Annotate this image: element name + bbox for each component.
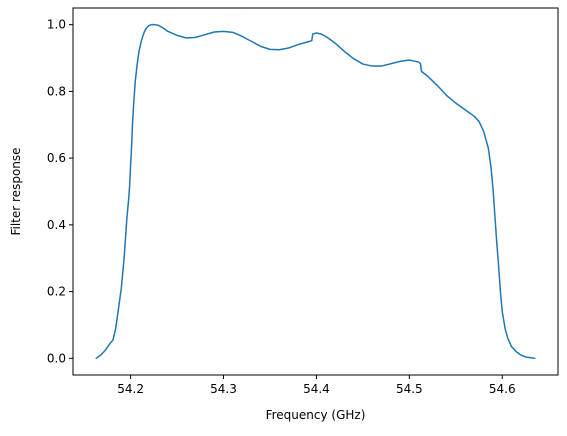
y-tick-label: 0.8: [47, 84, 66, 98]
y-tick-label: 0.2: [47, 285, 66, 299]
x-axis-ticks: 54.2 54.3 54.4 54.5 54.6: [117, 375, 516, 396]
y-tick-label: 0.4: [47, 218, 66, 232]
x-tick-label: 54.5: [396, 382, 423, 396]
axes-frame: [72, 7, 559, 376]
x-tick-label: 54.3: [210, 382, 237, 396]
plot-area: [95, 23, 536, 360]
y-tick-label: 1.0: [47, 18, 66, 32]
x-tick-label: 54.6: [489, 382, 516, 396]
y-axis-label: Filter response: [9, 147, 23, 235]
y-tick-label: 0.6: [47, 151, 66, 165]
series-line-0: [95, 23, 536, 360]
x-tick-label: 54.4: [303, 382, 330, 396]
y-tick-label: 0.0: [47, 351, 66, 365]
x-tick-label: 54.2: [117, 382, 144, 396]
x-axis-label: Frequency (GHz): [266, 408, 366, 422]
y-axis-ticks: 0.0 0.2 0.4 0.6 0.8 1.0: [47, 18, 73, 365]
